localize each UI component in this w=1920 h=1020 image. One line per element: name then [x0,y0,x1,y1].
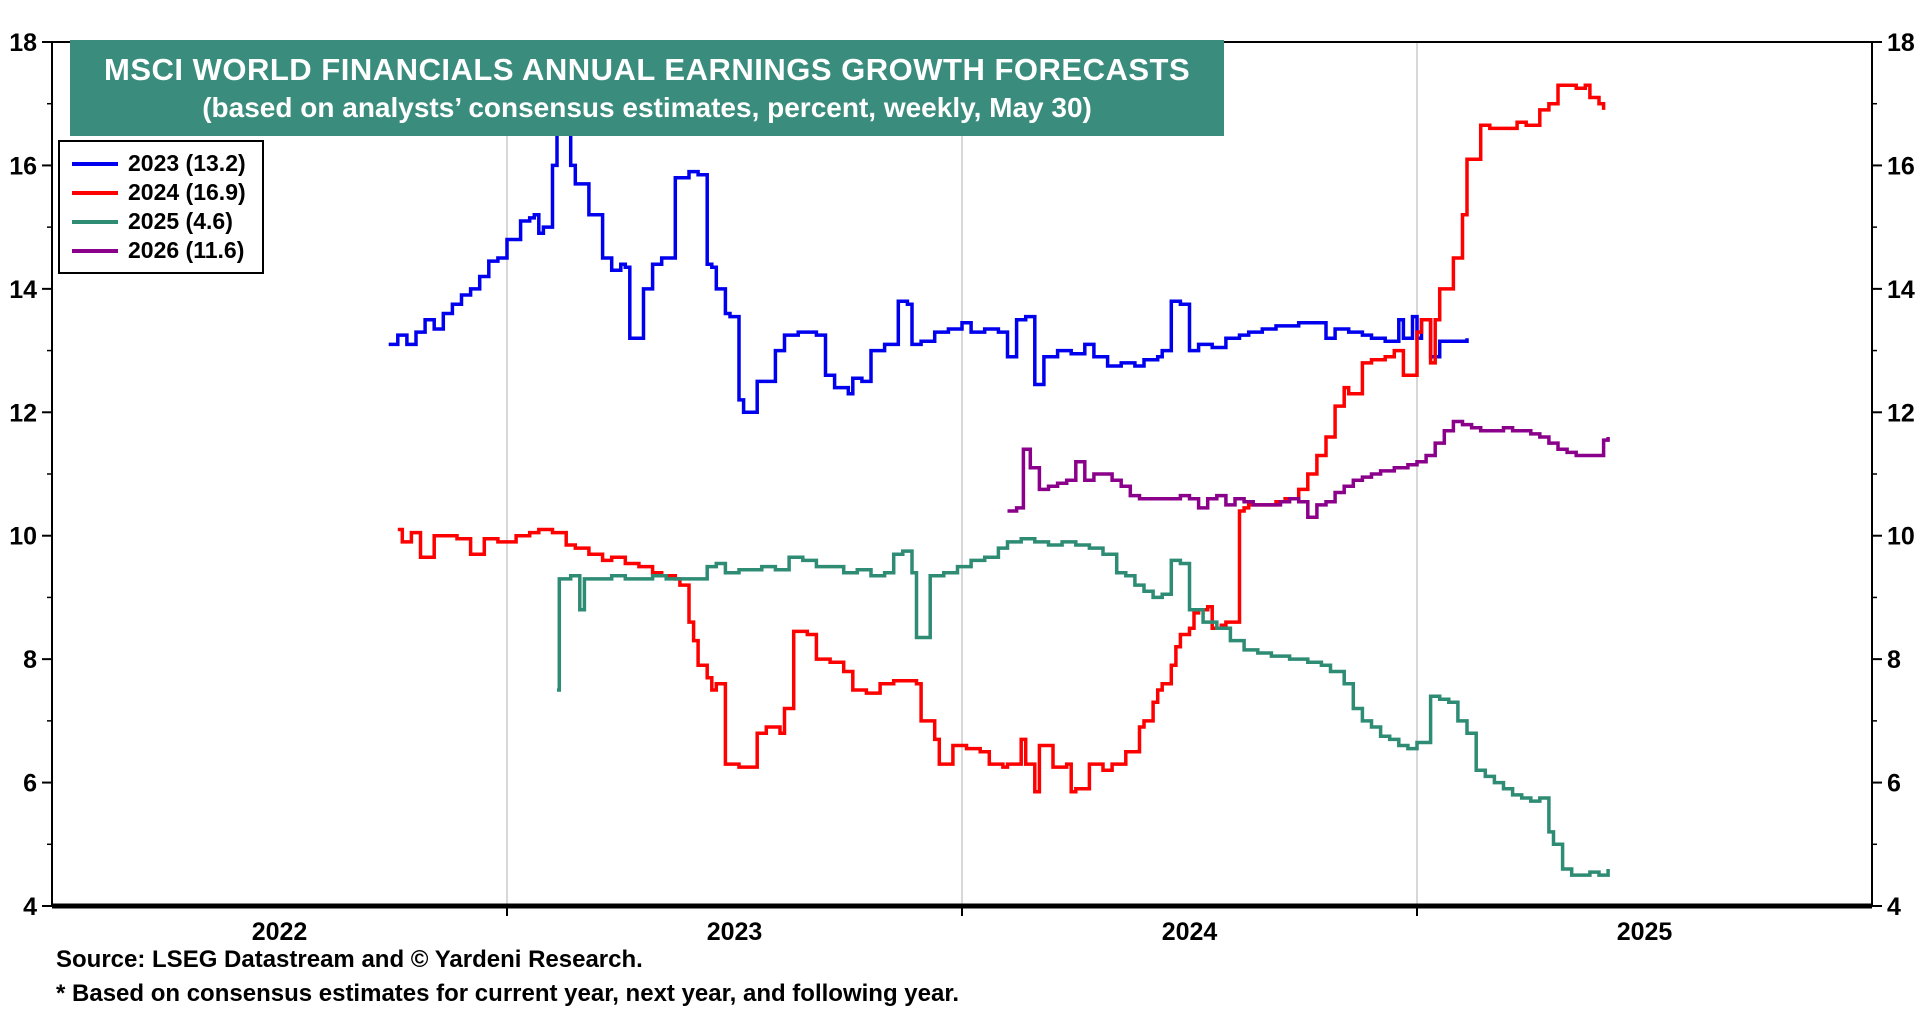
y-tick-label-right: 6 [1887,770,1901,798]
y-tick-label-left: 10 [9,523,37,551]
y-tick-label-right: 18 [1887,29,1915,57]
x-tick-label: 2025 [1617,918,1673,946]
legend-item-2025: 2025 (4.6) [72,207,246,236]
legend-item-2026: 2026 (11.6) [72,236,246,265]
y-tick-label-left: 18 [9,29,37,57]
series-line-2023 [388,126,1469,415]
legend-line-swatch [72,219,118,224]
y-tick-label-right: 4 [1887,893,1901,921]
legend-item-2023: 2023 (13.2) [72,149,246,178]
series-line-2025 [557,537,1610,877]
legend: 2023 (13.2) 2024 (16.9) 2025 (4.6) 2026 (11… [58,140,264,274]
legend-label: 2026 (11.6) [128,237,245,263]
y-tick-label-right: 14 [1887,276,1915,304]
legend-label: 2023 (13.2) [128,150,246,176]
y-tick-label-right: 10 [1887,523,1915,551]
legend-label: 2025 (4.6) [128,208,233,234]
source-text: Source: LSEG Datastream and © Yardeni Re… [56,946,643,973]
y-tick-label-right: 16 [1887,152,1915,180]
y-tick-label-left: 16 [9,152,37,180]
y-tick-label-right: 8 [1887,646,1901,674]
x-tick-label: 2023 [707,918,763,946]
x-tick-label: 2022 [252,918,308,946]
y-tick-label-left: 6 [23,770,37,798]
legend-line-swatch [72,190,118,195]
series-line-2024 [397,83,1606,794]
chart-subtitle: (based on analysts’ consensus estimates,… [202,92,1092,123]
chart-title: MSCI WORLD FINANCIALS ANNUAL EARNINGS GR… [104,52,1191,87]
x-tick-label: 2024 [1162,918,1218,946]
y-tick-label-left: 8 [23,646,37,674]
legend-item-2024: 2024 (16.9) [72,178,246,207]
series-line-2026 [1007,419,1610,519]
y-tick-label-left: 12 [9,399,37,427]
legend-line-swatch [72,248,118,253]
y-tick-label-left: 14 [9,276,37,304]
y-tick-label-right: 12 [1887,399,1915,427]
footnote-text: * Based on consensus estimates for curre… [56,980,959,1007]
y-tick-label-left: 4 [23,893,37,921]
legend-line-swatch [72,161,118,166]
chart-title-banner: MSCI WORLD FINANCIALS ANNUAL EARNINGS GR… [70,40,1225,136]
legend-label: 2024 (16.9) [128,179,246,205]
